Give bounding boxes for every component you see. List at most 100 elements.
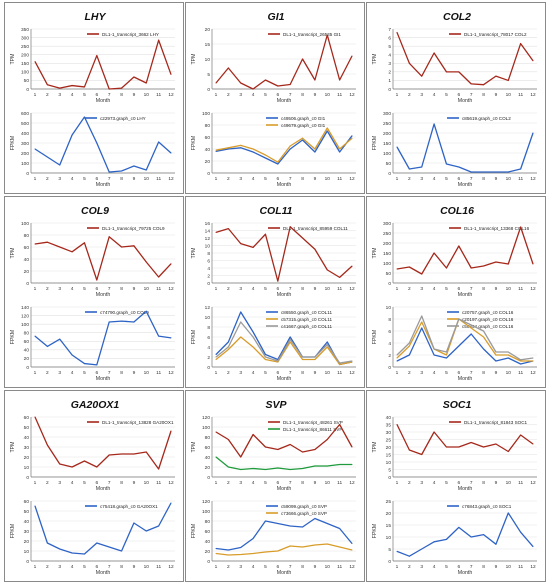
data-point [46,542,48,544]
data-point [227,554,229,556]
data-point [408,62,410,64]
x-tick-label: 10 [506,286,512,292]
data-point [351,446,353,448]
series-line-red [396,32,534,86]
y-tick-label: 0 [207,559,210,565]
data-point [421,273,423,275]
data-point [326,346,328,348]
x-tick-label: 10 [506,564,512,570]
x-tick-label: 7 [289,92,292,98]
y-tick-label: 25 [386,499,392,505]
x-tick-label: 6 [276,370,279,376]
data-point [396,268,398,270]
y-axis-label: TPM [191,442,197,453]
x-tick-label: 5 [264,370,267,376]
x-tick-label: 12 [168,286,174,292]
x-tick-label: 3 [420,176,423,182]
data-point [59,338,61,340]
data-point [108,321,110,323]
x-tick-label: 9 [314,92,317,98]
data-point [470,333,472,335]
y-tick-label: 40 [24,519,30,525]
y-tick-label: 8 [207,325,210,331]
data-point [121,170,123,172]
data-point [289,341,291,343]
x-axis-label: Month [277,292,292,298]
x-tick-label: 6 [457,176,460,182]
data-point [532,357,534,359]
legend-entry: c20197.graph_c0 COL16 [462,317,514,322]
y-tick-label: 0 [26,559,29,565]
gene-panel-col11: COL11 0 2 4 6 8 10 12 14 16 1 2 3 4 5 6 7 8 9 10 11 12 Month TP… [185,196,365,388]
y-tick-label: 2 [207,273,210,279]
x-tick-label: 7 [108,564,111,570]
y-tick-label: 40 [24,348,30,354]
data-point [83,460,85,462]
y-tick-label: 200 [21,53,29,59]
x-tick-label: 10 [144,176,150,182]
data-point [71,134,73,136]
data-point [215,150,217,152]
data-point [96,466,98,468]
data-point [252,434,254,435]
y-tick-label: 250 [21,44,29,50]
data-point [421,454,423,455]
y-tick-label: 100 [21,221,29,227]
data-point [532,60,534,62]
y-tick-label: 300 [383,221,391,227]
y-tick-label: 1 [388,78,391,84]
data-point [532,546,534,548]
x-tick-label: 5 [264,564,267,570]
x-tick-label: 11 [518,480,523,486]
series-line-orange [215,127,353,163]
data-point [252,148,254,150]
data-point [495,261,497,263]
legend-entry: c86550.graph_c0 COL11 [281,310,332,315]
y-tick-label: 80 [205,435,211,441]
gene-title: GI1 [268,11,285,23]
x-axis-label: Month [458,570,473,576]
y-tick-label: 20 [205,465,211,471]
data-point [264,520,266,522]
x-tick-label: 1 [215,564,218,570]
x-tick-label: 4 [71,286,74,292]
data-point [46,84,48,86]
gene-panel-lhy: LHY 0 50 100 150 200 250 300 350 1 2 3 4 5 6 7 8 9 10 11 12 M… [4,2,184,194]
x-tick-label: 7 [108,480,111,486]
data-point [445,538,447,540]
data-point [108,236,110,238]
y-tick-label: 10 [386,460,392,466]
x-tick-label: 2 [227,564,230,570]
data-point [302,359,304,360]
data-point [59,246,61,248]
data-point [351,464,353,465]
data-point [302,137,304,139]
data-point [445,71,447,73]
legend-entry: c41667.graph_c0 COL11 [281,324,332,329]
x-tick-label: 5 [83,286,86,292]
data-point [277,523,279,524]
y-tick-label: 6 [207,335,210,341]
y-tick-label: 7 [388,27,391,33]
legend-entry: DL1-1_transcript_26535 GI1 [283,32,341,37]
x-tick-label: 11 [337,564,342,570]
data-point [408,354,410,356]
data-point [158,276,160,278]
data-point [121,87,123,89]
x-tick-label: 11 [156,286,161,292]
data-point [34,505,36,507]
data-point [240,456,242,458]
x-tick-label: 5 [445,92,448,98]
data-point [495,351,497,353]
series-line-blue [215,517,353,551]
legend-entry: c76843.graph_c0 SOC1 [462,504,512,509]
legend-entry: DL1-1_transcript_13828 GA20OX1 [102,420,174,425]
data-point [71,552,73,554]
data-point [121,550,123,552]
y-tick-label: 0 [26,281,29,287]
